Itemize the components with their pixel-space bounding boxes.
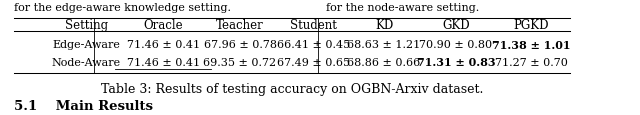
Text: 71.38 ± 1.01: 71.38 ± 1.01 [492, 39, 570, 50]
Text: 69.35 ± 0.72: 69.35 ± 0.72 [204, 57, 276, 67]
Text: 5.1    Main Results: 5.1 Main Results [14, 99, 153, 112]
Text: 71.46 ± 0.41: 71.46 ± 0.41 [127, 57, 200, 67]
Text: 70.90 ± 0.80: 70.90 ± 0.80 [419, 40, 493, 50]
Text: GKD: GKD [442, 19, 470, 32]
Text: KD: KD [375, 19, 393, 32]
Text: Node-Aware: Node-Aware [52, 57, 121, 67]
Text: Edge-Aware: Edge-Aware [52, 40, 120, 50]
Text: 68.63 ± 1.21: 68.63 ± 1.21 [348, 40, 420, 50]
Text: Setting: Setting [65, 19, 108, 32]
Text: Student: Student [290, 19, 337, 32]
Text: 68.86 ± 0.66: 68.86 ± 0.66 [348, 57, 420, 67]
Text: Table 3: Results of testing accuracy on OGBN-Arxiv dataset.: Table 3: Results of testing accuracy on … [100, 83, 483, 96]
Text: 71.46 ± 0.41: 71.46 ± 0.41 [127, 40, 200, 50]
Text: 67.96 ± 0.78: 67.96 ± 0.78 [204, 40, 276, 50]
Text: Oracle: Oracle [143, 19, 183, 32]
Text: 71.27 ± 0.70: 71.27 ± 0.70 [495, 57, 568, 67]
Text: 71.31 ± 0.83: 71.31 ± 0.83 [417, 57, 495, 68]
Text: PGKD: PGKD [513, 19, 549, 32]
Text: 67.49 ± 0.65: 67.49 ± 0.65 [277, 57, 350, 67]
Text: 66.41 ± 0.45: 66.41 ± 0.45 [277, 40, 350, 50]
Text: Teacher: Teacher [216, 19, 264, 32]
Text: for the node-aware setting.: for the node-aware setting. [326, 3, 479, 13]
Text: for the edge-aware knowledge setting.: for the edge-aware knowledge setting. [14, 3, 231, 13]
